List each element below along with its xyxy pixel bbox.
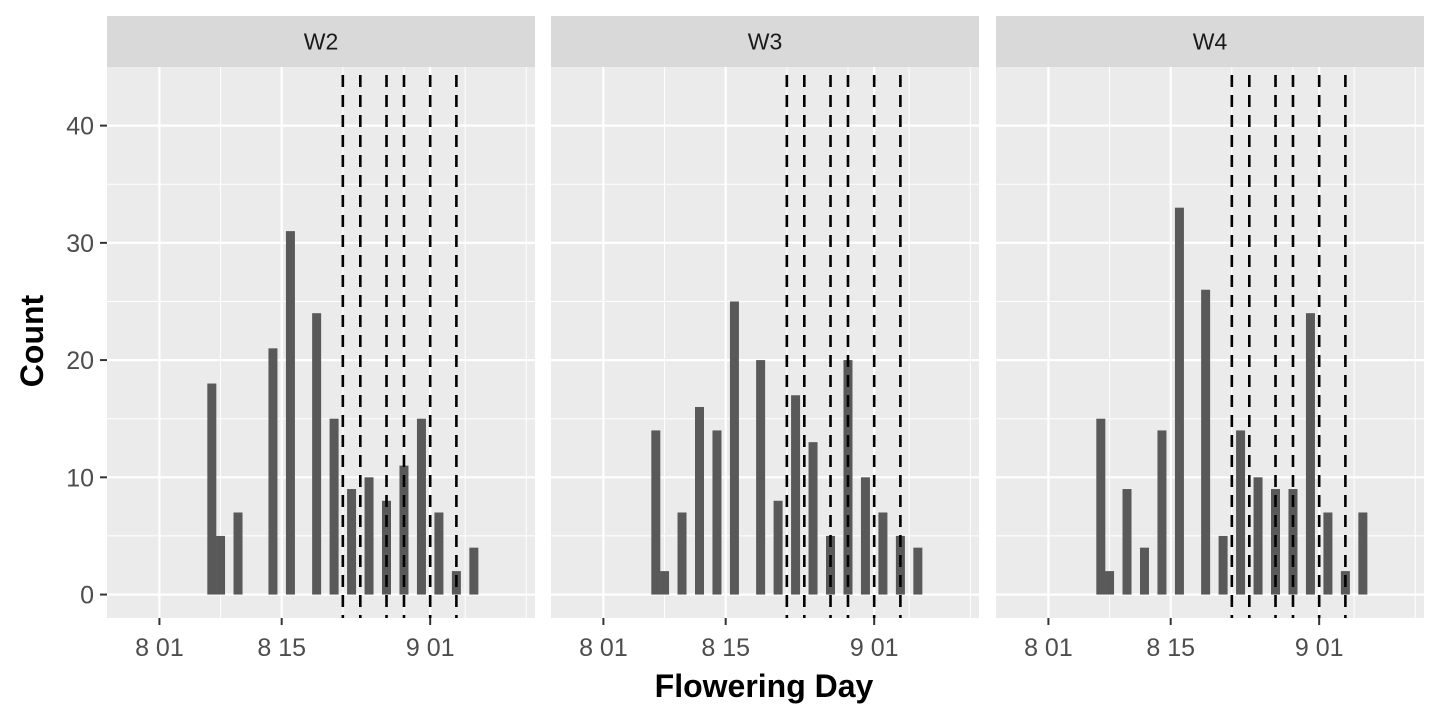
x-tick-label: 8 01 (1024, 634, 1073, 662)
histogram-bar (399, 465, 409, 595)
histogram-bar (860, 477, 870, 595)
histogram-bar (791, 395, 801, 595)
histogram-bar (364, 477, 374, 595)
histogram-bar (347, 489, 357, 595)
facet-strip-label: W2 (304, 29, 339, 55)
histogram-bar (285, 231, 295, 595)
x-tick-label: 9 01 (1295, 634, 1344, 662)
x-tick-label: 9 01 (850, 634, 899, 662)
histogram-bar (207, 383, 217, 595)
x-axis-title: Flowering Day (655, 668, 874, 704)
histogram-bar (1305, 313, 1315, 595)
histogram-bar (312, 313, 322, 595)
y-tick-label: 0 (80, 582, 94, 610)
histogram-bar (913, 547, 923, 595)
x-tick-label: 9 01 (406, 634, 455, 662)
y-tick-label: 40 (66, 113, 94, 141)
panel-w4: W4 8 01 8 15 9 01 (996, 16, 1424, 662)
histogram-bar (1253, 477, 1263, 595)
x-tick-label: 8 15 (1146, 634, 1195, 662)
histogram-bar (1122, 489, 1132, 595)
panels-layer: W2 8 01 8 15 9 01 W3 8 01 8 15 9 01 W4 8 01 8 15 9 … (107, 16, 1424, 662)
facet-strip (996, 16, 1424, 67)
histogram-bar (773, 500, 783, 595)
y-tick-label: 10 (66, 464, 94, 492)
panel-w3: W3 8 01 8 15 9 01 (551, 16, 979, 662)
histogram-bar (1323, 512, 1333, 595)
histogram-bar (1096, 418, 1106, 595)
y-axis-title: Count (14, 294, 50, 387)
histogram-bar (1218, 535, 1228, 595)
histogram-bar (233, 512, 243, 595)
histogram-bar (1236, 430, 1246, 595)
panel-w2: W2 8 01 8 15 9 01 (107, 16, 535, 662)
histogram-bar (712, 430, 722, 595)
histogram-bar (1105, 571, 1115, 595)
x-tick-label: 8 15 (257, 634, 306, 662)
y-axis: 0 10 20 30 40 (66, 113, 107, 610)
histogram-bar (268, 348, 278, 595)
axis-titles: Flowering Day Count (14, 294, 874, 704)
histogram-bar (651, 430, 661, 595)
histogram-bar (416, 418, 426, 595)
y-tick-label: 20 (66, 347, 94, 375)
x-tick-label: 8 15 (701, 634, 750, 662)
histogram-bar (1157, 430, 1167, 595)
histogram-bar (1139, 547, 1149, 595)
histogram-bar (756, 360, 766, 595)
histogram-bar (1201, 289, 1211, 595)
histogram-bar (808, 442, 818, 595)
y-tick-label: 30 (66, 230, 94, 258)
histogram-bar (878, 512, 888, 595)
histogram-bar (434, 512, 444, 595)
x-tick-label: 8 01 (135, 634, 184, 662)
histogram-bar (694, 406, 704, 595)
facet-strip-label: W3 (748, 29, 783, 55)
histogram-bar (677, 512, 687, 595)
histogram-bar (729, 301, 739, 595)
facet-strip (551, 16, 979, 67)
histogram-bar (1174, 207, 1184, 595)
histogram-bar (1358, 512, 1368, 595)
histogram-bar (216, 535, 226, 595)
facet-strip (107, 16, 535, 67)
histogram-bar (660, 571, 670, 595)
facet-strip-label: W4 (1193, 29, 1228, 55)
histogram-bar (382, 500, 392, 595)
histogram-bar (329, 418, 339, 595)
x-tick-label: 8 01 (579, 634, 628, 662)
histogram-bar (469, 547, 479, 595)
